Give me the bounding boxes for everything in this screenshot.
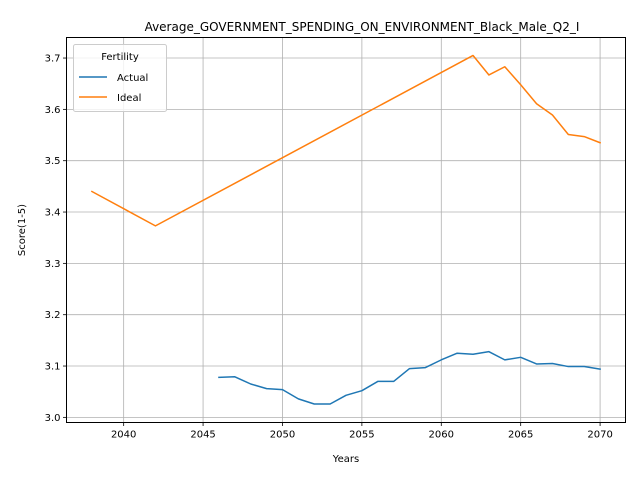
x-tick-label: 2070 bbox=[587, 430, 612, 441]
legend: Fertility Actual Ideal bbox=[73, 44, 167, 112]
chart-title: Average_GOVERNMENT_SPENDING_ON_ENVIRONME… bbox=[145, 20, 580, 34]
x-tick-label: 2060 bbox=[429, 430, 454, 441]
x-tick-label: 2050 bbox=[270, 430, 295, 441]
series-layer bbox=[90, 54, 602, 405]
legend-title: Fertility bbox=[101, 52, 139, 63]
legend-entry-actual: Actual bbox=[117, 73, 148, 84]
y-tick-label: 3.7 bbox=[45, 54, 61, 65]
y-tick-label: 3.5 bbox=[45, 156, 61, 167]
plot-frame bbox=[66, 37, 626, 423]
series-line-ideal bbox=[90, 54, 602, 227]
legend-box bbox=[73, 44, 167, 112]
y-tick-label: 3.2 bbox=[45, 310, 61, 321]
x-tick-label: 2045 bbox=[190, 430, 215, 441]
y-tick-label: 3.6 bbox=[45, 105, 61, 116]
y-tick-label: 3.4 bbox=[45, 208, 61, 219]
x-axis: 2040 2045 2050 2055 2060 2065 2070 bbox=[111, 422, 613, 441]
legend-entry-ideal: Ideal bbox=[117, 93, 141, 104]
x-tick-label: 2040 bbox=[111, 430, 136, 441]
y-axis: 3.0 3.1 3.2 3.3 3.4 3.5 3.6 3.7 bbox=[45, 54, 67, 424]
y-axis-label: Score(1-5) bbox=[17, 204, 28, 256]
x-axis-label: Years bbox=[332, 454, 359, 465]
y-tick-label: 3.0 bbox=[45, 413, 61, 424]
x-tick-label: 2065 bbox=[508, 430, 533, 441]
series-line-actual bbox=[218, 350, 601, 405]
x-tick-label: 2055 bbox=[349, 430, 374, 441]
grid-lines bbox=[66, 37, 626, 423]
y-tick-label: 3.3 bbox=[45, 259, 61, 270]
y-tick-label: 3.1 bbox=[45, 362, 61, 373]
